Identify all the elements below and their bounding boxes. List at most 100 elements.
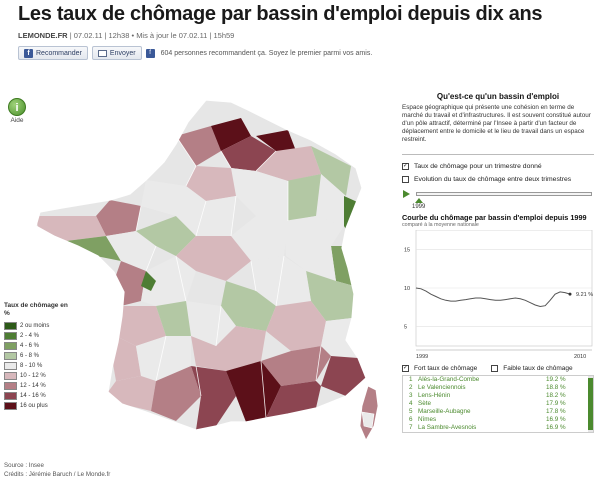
legend-item: 10 - 12 % [4, 371, 74, 380]
ranking-rows: 1 Alès-la-Grand-Combe 19.2 % 2 Le Valencienn… [403, 376, 593, 432]
corsica-region [359, 385, 379, 441]
source-line: Source : Insee [4, 462, 44, 469]
legend-item: 12 - 14 % [4, 381, 74, 390]
email-label: Envoyer [109, 49, 136, 57]
credits-line: Crédits : Jérémie Baruch / Le Monde.fr [4, 471, 111, 478]
ranking-value: 18.8 % [546, 384, 566, 391]
series-line [415, 287, 571, 308]
slider-track[interactable] [416, 192, 592, 196]
legend-swatch [4, 361, 17, 370]
ranking-value: 17.9 % [546, 400, 566, 407]
info-icon: i [8, 98, 26, 116]
publish-time: 12h38 [108, 31, 130, 40]
help-button[interactable]: i Aide [6, 98, 28, 124]
definition-title: Qu'est-ce qu'un bassin d'emploi [436, 92, 560, 101]
legend-item: 8 - 10 % [4, 361, 74, 370]
envelope-icon [97, 49, 107, 57]
ranking-row[interactable]: 5 Marseille-Aubagne 17.8 % [403, 408, 593, 416]
legend-swatch [4, 371, 17, 380]
checkbox-checked-icon[interactable] [402, 162, 409, 170]
ranking-value: 16.9 % [546, 424, 566, 431]
map-regions [36, 100, 366, 430]
legend-label: 12 - 14 % [20, 382, 46, 389]
share-bar: f Recommander Envoyer f 604 personnes re… [18, 46, 372, 60]
faible-checkbox-icon[interactable] [491, 364, 499, 372]
legend-item: 4 - 6 % [4, 341, 74, 350]
recommend-count-text: 604 personnes recommandent ça. Soyez le … [160, 49, 373, 57]
y-axis-ticks: 5 10 15 [404, 247, 592, 331]
ranking-rank: 1 [409, 376, 413, 383]
ranking-scroll-thumb[interactable] [588, 378, 593, 430]
ranking-list[interactable]: 1 Alès-la-Grand-Combe 19.2 % 2 Le Valencienn… [402, 375, 594, 433]
time-slider[interactable]: 1999 [402, 189, 594, 211]
fort-checkbox-icon[interactable] [402, 364, 409, 372]
play-icon[interactable] [403, 190, 410, 198]
legend-label: 4 - 6 % [20, 342, 40, 349]
legend-title: Taux de chômage en % [4, 302, 68, 317]
ranking-row[interactable]: 1 Alès-la-Grand-Combe 19.2 % [403, 376, 593, 384]
option-quarter-rate[interactable]: Taux de chômage pour un trimestre donné [402, 161, 594, 171]
legend-item: 2 - 4 % [4, 331, 74, 340]
slider-year: 1999 [412, 204, 426, 210]
legend-label: 10 - 12 % [20, 372, 46, 379]
ranking-rank: 4 [409, 400, 413, 407]
series-end-dot [568, 292, 572, 296]
ranking-row[interactable]: 7 La Sambre-Avesnois 16.9 % [403, 424, 593, 432]
legend-label: 8 - 10 % [20, 362, 43, 369]
ranking-name: Sète [418, 400, 431, 407]
ranking-name: Nîmes [418, 416, 437, 423]
ranking-value: 19.2 % [546, 376, 566, 383]
updated-prefix: Mis à jour le [136, 31, 177, 40]
legend-swatch [4, 321, 17, 330]
map-legend: Taux de chômage en % 2 ou moins 2 - 4 % 4 … [4, 302, 74, 411]
series-end-marker [568, 292, 572, 296]
curve-subtitle: comparé à la moyenne nationale [402, 222, 479, 228]
legend-item: 2 ou moins [4, 321, 74, 330]
ranking-row[interactable]: 3 Lens-Hénin 18.2 % [403, 392, 593, 400]
ranking-name: La Sambre-Avesnois [418, 424, 477, 431]
ranking-value: 18.2 % [546, 392, 566, 399]
chart-svg: 5 10 15 1999 2010 9.21 % [404, 229, 593, 360]
legend-item: 16 ou plus [4, 401, 74, 410]
page-title: Les taux de chômage par bassin d'emploi … [18, 3, 543, 25]
ranking-name: Alès-la-Grand-Combe [418, 376, 480, 383]
ranking-scrollbar[interactable] [588, 376, 593, 432]
checkbox-empty-icon[interactable] [402, 175, 409, 183]
ranking-row[interactable]: 4 Sète 17.9 % [403, 400, 593, 408]
definition-text: Espace géographique qui présente une coh… [402, 104, 594, 155]
legend-item: 14 - 16 % [4, 391, 74, 400]
article-meta: LEMONDE.FR | 07.02.11 | 12h38 • Mis à jo… [18, 31, 235, 40]
france-unemployment-map[interactable] [26, 96, 381, 456]
legend-swatch [4, 391, 17, 400]
ranking-rank: 3 [409, 392, 413, 399]
ranking-rank: 7 [409, 424, 413, 431]
legend-swatch [4, 331, 17, 340]
x-start-label: 1999 [416, 354, 428, 360]
y-tick-label: 15 [404, 247, 410, 253]
ranking-value: 17.8 % [546, 408, 566, 415]
legend-swatch [4, 341, 17, 350]
ranking-name: Le Valenciennois [418, 384, 466, 391]
recommend-button[interactable]: f Recommander [18, 46, 88, 60]
faible-label[interactable]: Faible taux de chômage [503, 364, 573, 372]
legend-swatch [4, 351, 17, 360]
ranking-row[interactable]: 2 Le Valenciennois 18.8 % [403, 384, 593, 392]
source-credits: Source : Insee Crédits : Jérémie Baruch … [4, 461, 110, 479]
legend-label: 16 ou plus [20, 402, 48, 409]
ranking-row[interactable]: 6 Nîmes 16.9 % [403, 416, 593, 424]
y-tick-label: 5 [404, 325, 407, 331]
slider-thumb-icon[interactable] [415, 198, 423, 203]
option-quarter-rate-label: Taux de chômage pour un trimestre donné [414, 162, 542, 170]
email-button[interactable]: Envoyer [91, 46, 142, 60]
option-evolution[interactable]: Evolution du taux de chômage entre deux … [402, 174, 594, 184]
legend-label: 2 - 4 % [20, 332, 40, 339]
fort-label[interactable]: Fort taux de chômage [414, 364, 478, 372]
legend-items: 2 ou moins 2 - 4 % 4 - 6 % 6 - 8 % 8 - 10 % 1… [4, 321, 74, 410]
publish-date: 07.02.11 [73, 31, 103, 40]
ranking-name: Marseille-Aubagne [418, 408, 471, 415]
facebook-icon: f [24, 48, 33, 58]
legend-item: 6 - 8 % [4, 351, 74, 360]
legend-label: 2 ou moins [20, 322, 50, 329]
legend-label: 6 - 8 % [20, 352, 40, 359]
legend-swatch [4, 381, 17, 390]
